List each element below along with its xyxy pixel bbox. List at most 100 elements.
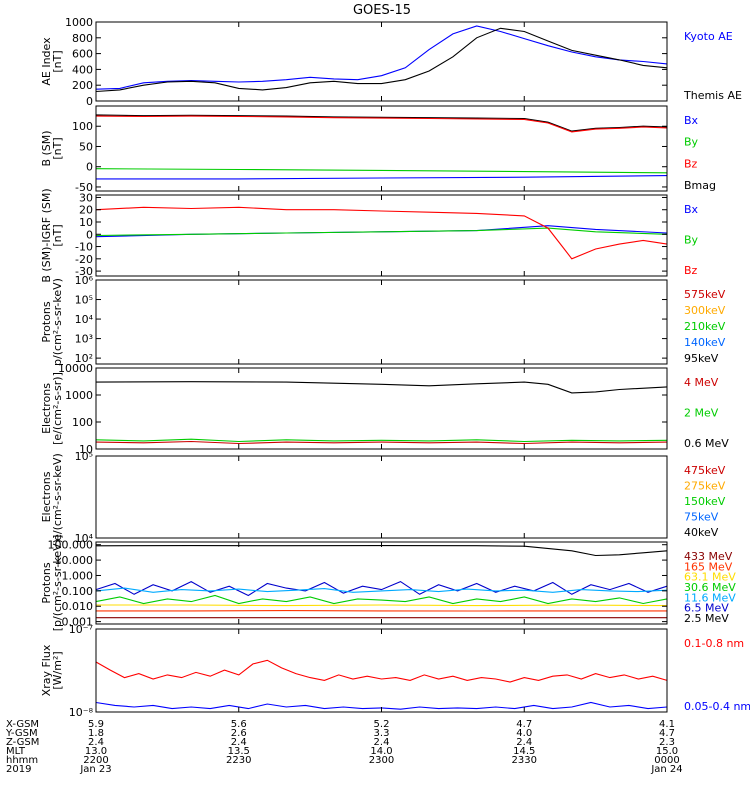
ephemeris-value: 5.9	[88, 719, 104, 730]
ephemeris-value: 5.6	[231, 719, 247, 730]
y-axis-label: [nT]	[51, 137, 64, 159]
ephemeris-value: 14.5	[513, 746, 535, 757]
series-ae-kyoto-ae	[95, 25, 668, 90]
series-bsm-bz	[95, 115, 668, 133]
y-tick-label: 10⁻⁸	[69, 706, 94, 719]
ephemeris-value: 4.7	[659, 728, 675, 739]
legend-bsm-bz: Bz	[684, 157, 698, 170]
series-bsm-bx	[96, 175, 668, 180]
legend-protons-mev-63-1-mev: 63.1 MeV	[684, 571, 736, 584]
series-protons-mev-11-6-mev	[95, 587, 668, 593]
legend-protons-mev-2-5-mev: 2.5 MeV	[684, 612, 729, 625]
ephemeris-row-label: Z-GSM	[6, 737, 39, 748]
legend-electrons-kev-40kev: 40keV	[684, 526, 719, 539]
legend-protons-hi-140kev: 140keV	[684, 336, 726, 349]
legend-bigrf-by: By	[684, 234, 699, 247]
y-tick-label: -20	[75, 253, 93, 266]
ephemeris-value: 13.5	[228, 746, 250, 757]
series-protons-mev-30-6-mev	[95, 594, 668, 605]
y-tick-label: 10	[79, 443, 93, 456]
legend-protons-hi-210kev: 210keV	[684, 320, 726, 333]
panel-frame	[95, 194, 668, 277]
y-axis-label: [W/m²]	[51, 651, 64, 689]
ephemeris-value: 2300	[369, 755, 394, 766]
panel-frame	[95, 455, 668, 539]
series-bsm-by	[95, 168, 668, 174]
legend-protons-mev-165-mev: 165 MeV	[684, 560, 733, 573]
y-tick-label: 10⁻⁷	[69, 623, 93, 636]
legend-electrons-kev-75kev: 75keV	[684, 511, 719, 524]
y-tick-label: 600	[72, 48, 93, 61]
y-tick-label: 10²	[75, 352, 93, 365]
y-tick-label: 10⁵	[75, 294, 93, 307]
panel-electrons-mev: 10 100 1000 10000 Electrons[e/(cm²-s-sr)] 4 M…	[40, 362, 729, 456]
y-axis-label: Electrons	[40, 383, 53, 434]
legend-protons-mev-433-mev: 433 MeV	[684, 550, 733, 563]
y-tick-label: 10³	[75, 333, 93, 346]
legend-protons-mev-30-6-mev: 30.6 MeV	[684, 581, 736, 594]
y-axis-label: [nT]	[51, 50, 64, 72]
legend-electrons-kev-475kev: 475keV	[684, 464, 726, 477]
legend-protons-mev-6-5-mev: 6.5 MeV	[684, 602, 729, 615]
y-tick-label: 10⁴	[75, 313, 94, 326]
panel-frame	[95, 541, 668, 625]
series-bigrf-bz	[95, 206, 668, 260]
ephemeris-value: 4.7	[516, 719, 532, 730]
legend-protons-mev-11-6-mev: 11.6 MeV	[684, 591, 736, 604]
y-axis-label: [e/(cm²-s-sr)]	[51, 372, 64, 445]
ephemeris-value: 2.4	[88, 737, 104, 748]
ephemeris-value: 2.6	[231, 728, 247, 739]
y-axis-label: [nT]	[51, 224, 64, 246]
y-axis-label: [p/(cm²-s-sr-keV)]	[51, 535, 64, 632]
ephemeris-value: Jan 24	[650, 764, 682, 775]
y-tick-label: 1000	[65, 389, 93, 402]
ephemeris-row-label: hhmm	[6, 755, 38, 766]
ephemeris-value: 2.4	[516, 737, 532, 748]
y-tick-label: 0	[86, 161, 93, 174]
ephemeris-value: 2.4	[374, 737, 390, 748]
series-bigrf-by	[95, 227, 668, 237]
legend-electrons-kev-275kev: 275keV	[684, 480, 726, 493]
y-tick-label: 0	[86, 228, 93, 241]
ephemeris-value: Jan 23	[79, 764, 111, 775]
y-tick-label: -50	[75, 181, 93, 194]
legend-bsm-bmag: Bmag	[684, 179, 716, 192]
y-tick-label: 50	[79, 140, 93, 153]
legend-ae-themis-ae: Themis AE	[683, 89, 742, 102]
y-axis-label: e/(cm²-s-sr-keV)	[51, 453, 64, 541]
y-axis-label: Xray Flux	[40, 644, 53, 696]
y-tick-label: 1000	[65, 16, 93, 29]
ephemeris-value: 2.3	[659, 737, 675, 748]
ephemeris-value: 4.0	[516, 728, 532, 739]
panel-protons-mev: 0.001 0.010 0.100 1.000 10.000 100.000 Protons…	[40, 535, 736, 632]
panel-frame	[95, 628, 668, 713]
series-ae-themis-ae	[95, 27, 668, 93]
ephemeris-row-label: X-GSM	[6, 719, 39, 730]
y-tick-label: 0.100	[62, 585, 94, 598]
panel-frame	[95, 279, 668, 365]
series-bsm-bmag	[95, 114, 668, 132]
y-tick-label: 200	[72, 79, 93, 92]
ephemeris-value: 2330	[512, 755, 537, 766]
y-tick-label: -10	[75, 241, 93, 254]
y-tick-label: 0	[86, 95, 93, 108]
ephemeris-value: 4.1	[659, 719, 675, 730]
legend-electrons-mev-2-mev: 2 MeV	[684, 407, 719, 420]
y-tick-label: 100	[72, 416, 93, 429]
series-electrons-mev-0-6-mev	[95, 381, 668, 394]
y-tick-label: 100.000	[48, 539, 94, 552]
y-tick-label: 1.000	[62, 569, 94, 582]
y-axis-label: p/(cm²-s-sr-keV)	[51, 278, 64, 366]
legend-ae-kyoto-ae: Kyoto AE	[684, 30, 733, 43]
y-tick-label: 10	[79, 216, 93, 229]
ephemeris-value: 0000	[654, 755, 679, 766]
ephemeris-value: 14.0	[370, 746, 392, 757]
legend-electrons-kev-150kev: 150keV	[684, 495, 726, 508]
ephemeris-row-label: 2019	[6, 764, 31, 775]
ephemeris-value: 3.3	[374, 728, 390, 739]
legend-electrons-mev-0-6-mev: 0.6 MeV	[684, 437, 729, 450]
